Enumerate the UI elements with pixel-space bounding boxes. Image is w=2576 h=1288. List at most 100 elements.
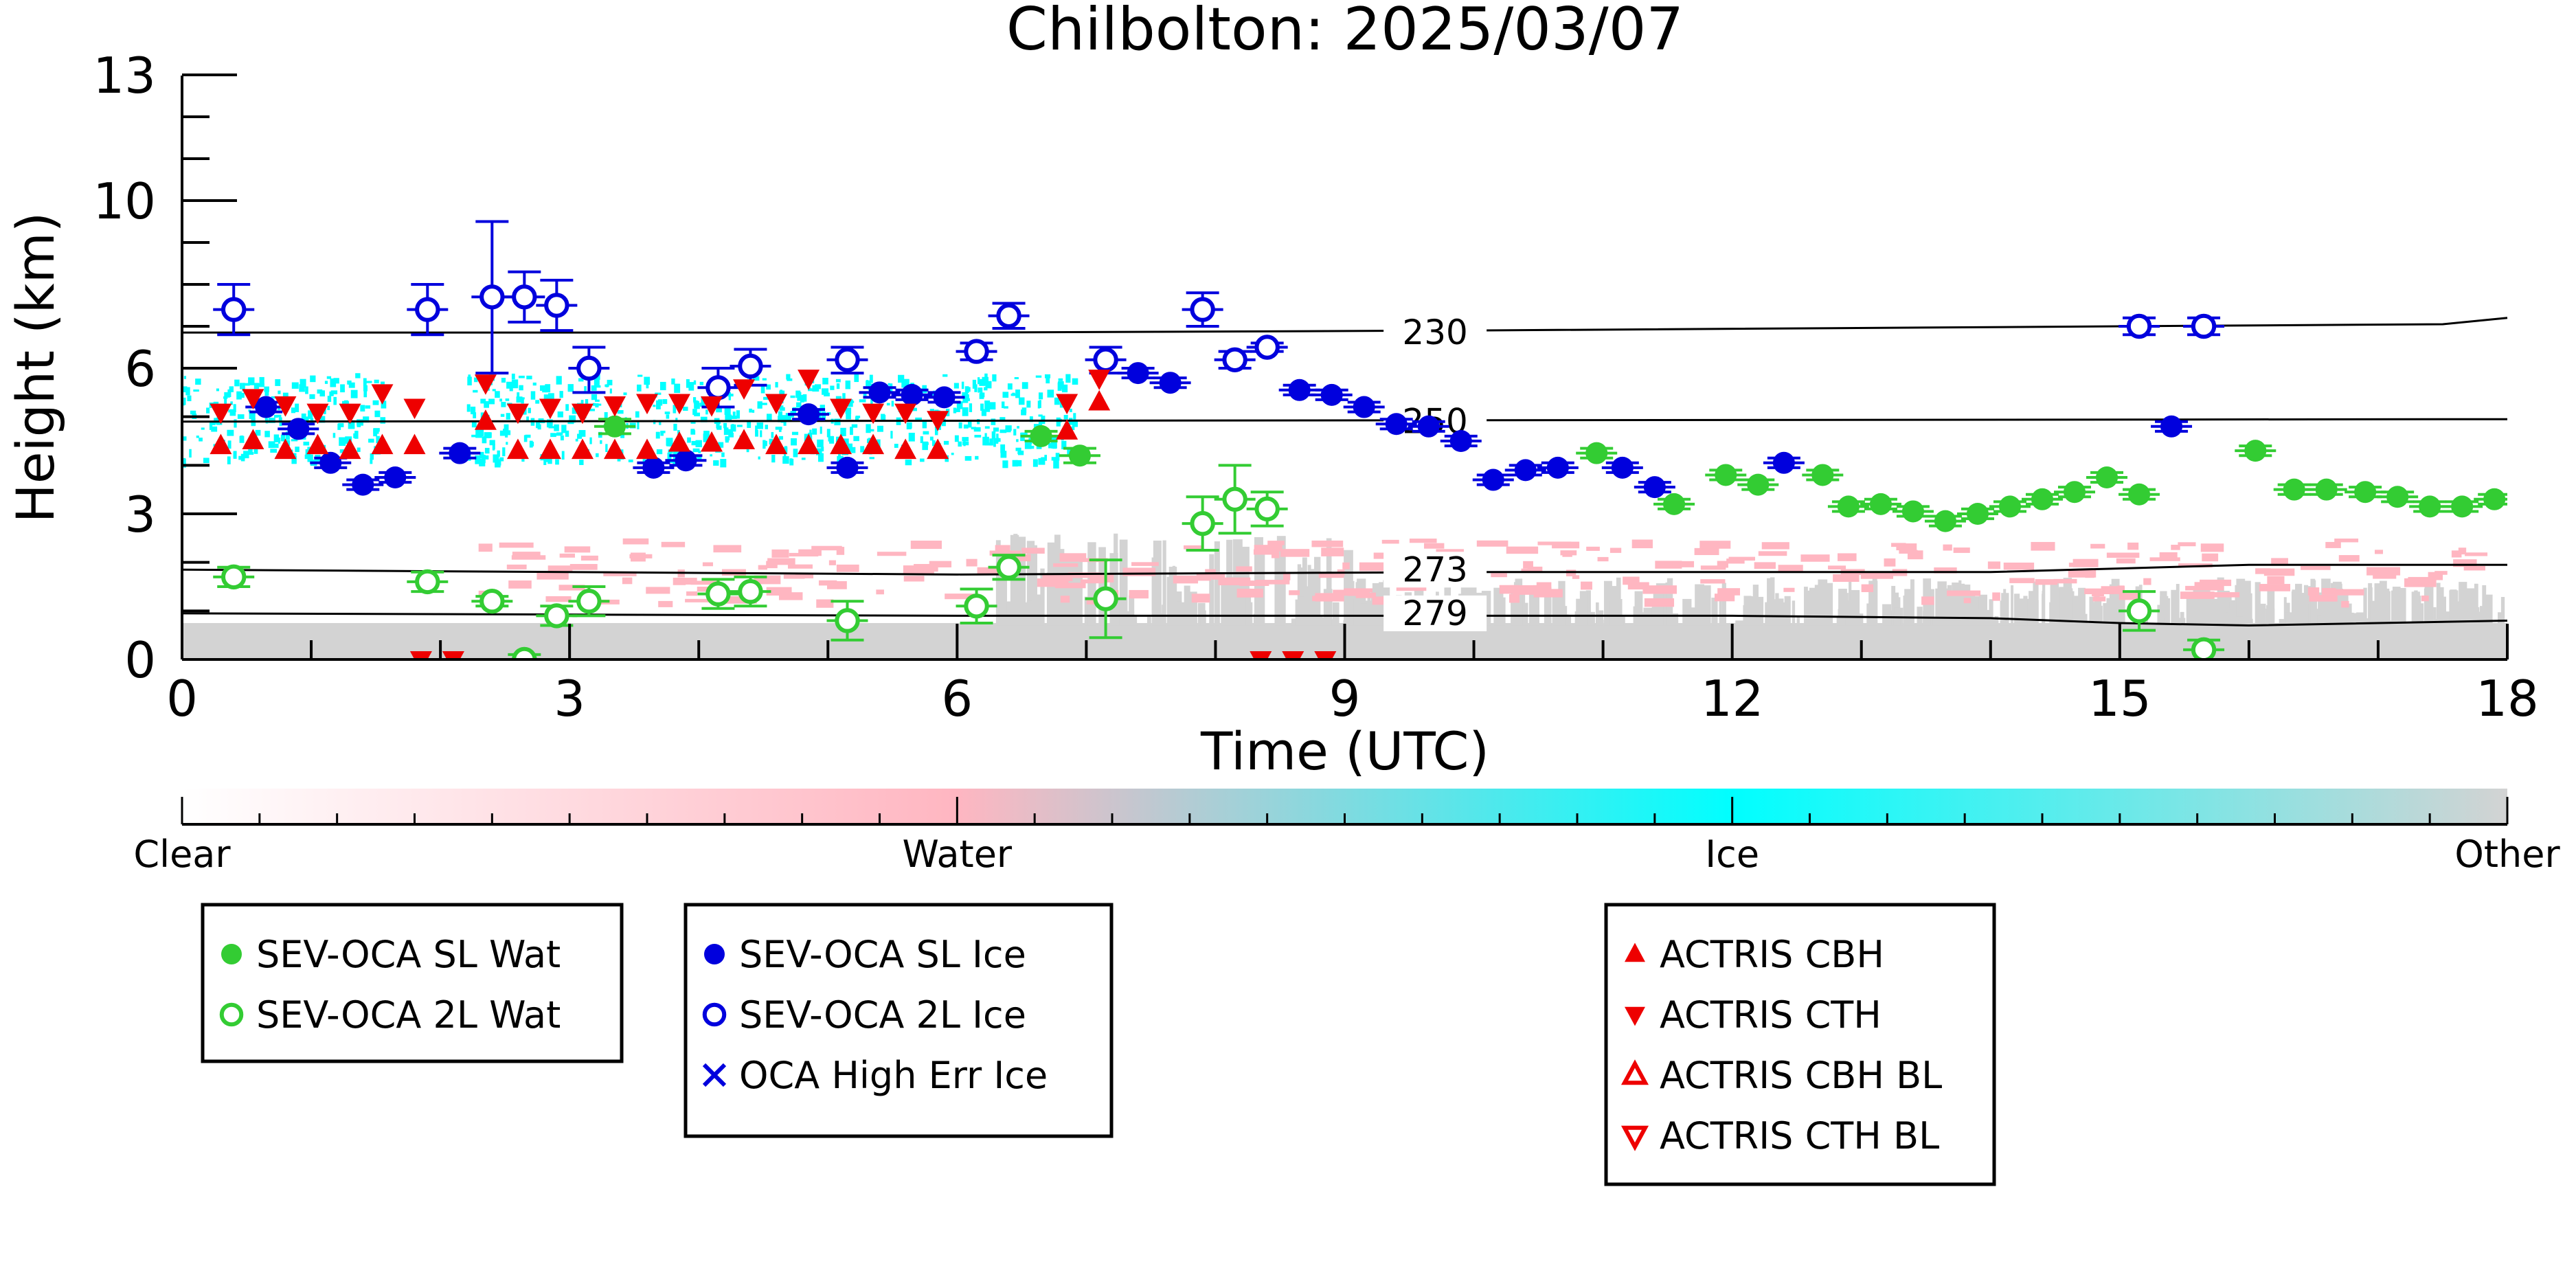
- mask-water-speck: [2259, 584, 2291, 591]
- data-point: [2354, 481, 2377, 504]
- data-point: [1282, 651, 1304, 659]
- mask-ice-speck: [716, 422, 720, 429]
- mask-ice-speck: [339, 437, 346, 447]
- mask-water-speck: [2143, 578, 2151, 585]
- mask-ice-speck: [1000, 444, 1006, 453]
- mask-other-column: [1961, 583, 1965, 626]
- data-point: [1056, 394, 1078, 415]
- mask-ice-speck: [732, 411, 736, 417]
- mask-water-speck: [1054, 583, 1086, 589]
- series-marks: [210, 220, 2507, 659]
- mask-ice-speck: [304, 454, 308, 460]
- mask-ice-speck: [779, 407, 785, 411]
- mask-ice-speck: [1037, 400, 1041, 409]
- mask-ice-speck: [752, 409, 755, 413]
- data-point: [306, 433, 329, 455]
- mask-ice-speck: [1032, 459, 1038, 467]
- mask-ice-speck: [762, 440, 766, 449]
- mask-ice-speck: [1017, 426, 1019, 429]
- mask-water-speck: [1424, 543, 1445, 549]
- mask-other-column: [2236, 578, 2246, 626]
- mask-water-speck: [1947, 590, 1981, 596]
- mask-ice-speck: [908, 432, 915, 442]
- mask-ice-speck: [540, 385, 545, 391]
- mask-ice-speck: [644, 376, 651, 385]
- mask-ice-speck: [866, 381, 871, 387]
- mask-ice-speck: [784, 453, 787, 460]
- mask-ice-speck: [1002, 401, 1005, 409]
- mask-other-column: [1619, 598, 1623, 626]
- mask-ice-speck: [545, 457, 548, 462]
- mask-ice-speck: [761, 403, 767, 405]
- mask-water-speck: [2321, 588, 2336, 595]
- data-point: [221, 297, 247, 322]
- mask-ice-speck: [471, 406, 476, 415]
- mask-ice-speck: [628, 459, 633, 462]
- mask-water-speck: [629, 554, 653, 558]
- mask-ice-speck: [537, 424, 541, 430]
- mask-other-column: [1721, 583, 1726, 626]
- mask-water-speck: [1672, 561, 1695, 567]
- data-point: [1585, 442, 1608, 464]
- mask-ice-speck: [189, 449, 192, 458]
- mask-water-speck: [1783, 587, 1795, 592]
- mask-ice-speck: [340, 384, 345, 393]
- mask-ice-speck: [687, 437, 691, 443]
- mask-other-column: [1221, 585, 1230, 626]
- chart-title: Chilbolton: 2025/03/07: [1006, 0, 1684, 64]
- mask-other-column: [2283, 597, 2287, 626]
- mask-ice-speck: [243, 451, 249, 459]
- mask-other-column: [2296, 598, 2300, 626]
- mask-ice-speck: [473, 389, 478, 393]
- mask-other-column: [1752, 585, 1759, 626]
- data-point: [1088, 370, 1111, 390]
- mask-ice-speck: [697, 456, 702, 461]
- mask-ice-speck: [1002, 460, 1008, 468]
- mask-ice-speck: [484, 447, 490, 454]
- mask-water-speck: [658, 600, 673, 607]
- data-point: [242, 429, 264, 449]
- data-point: [2126, 313, 2152, 339]
- mask-ice-speck: [333, 396, 337, 405]
- mask-ice-speck: [1015, 389, 1020, 398]
- data-point: [798, 403, 820, 426]
- mask-ice-speck: [561, 425, 567, 433]
- data-point: [512, 284, 537, 310]
- mask-ice-speck: [840, 427, 846, 436]
- mask-other-column: [2392, 587, 2401, 626]
- mask-ice-speck: [838, 454, 841, 457]
- data-point: [1417, 415, 1440, 438]
- mask-ice-speck: [240, 392, 245, 398]
- mask-other-column: [1248, 602, 1253, 626]
- mask-water-speck: [547, 565, 573, 574]
- mask-other-column: [1891, 585, 1896, 626]
- mask-ice-speck: [771, 431, 774, 438]
- mask-ice-speck: [493, 454, 499, 463]
- mask-water-speck: [499, 542, 534, 548]
- mask-ice-speck: [1026, 400, 1031, 408]
- mask-ice-speck: [1021, 409, 1026, 416]
- mask-other-column: [1792, 600, 1796, 626]
- mask-ice-speck: [747, 420, 752, 428]
- mask-other-column: [1616, 577, 1621, 626]
- mask-ice-speck: [525, 434, 531, 438]
- data-point: [274, 438, 297, 460]
- mask-ice-speck: [991, 418, 996, 425]
- mask-ice-speck: [974, 384, 978, 392]
- mask-ice-speck: [488, 398, 495, 405]
- mask-ice-speck: [519, 397, 525, 400]
- data-point: [539, 398, 561, 420]
- mask-other-column: [1903, 595, 1910, 626]
- mask-ice-speck: [800, 394, 804, 403]
- mask-ice-speck: [1058, 378, 1063, 381]
- mask-ice-speck: [846, 411, 851, 420]
- mask-water-speck: [1312, 596, 1321, 602]
- mask-ice-speck: [498, 460, 501, 466]
- mask-ice-speck: [958, 422, 962, 429]
- mask-water-speck: [1694, 547, 1719, 556]
- mask-ice-speck: [357, 447, 361, 452]
- data-point: [1093, 586, 1118, 611]
- data-point: [1159, 372, 1182, 394]
- mask-water-speck: [876, 589, 884, 595]
- data-point: [1811, 464, 1834, 486]
